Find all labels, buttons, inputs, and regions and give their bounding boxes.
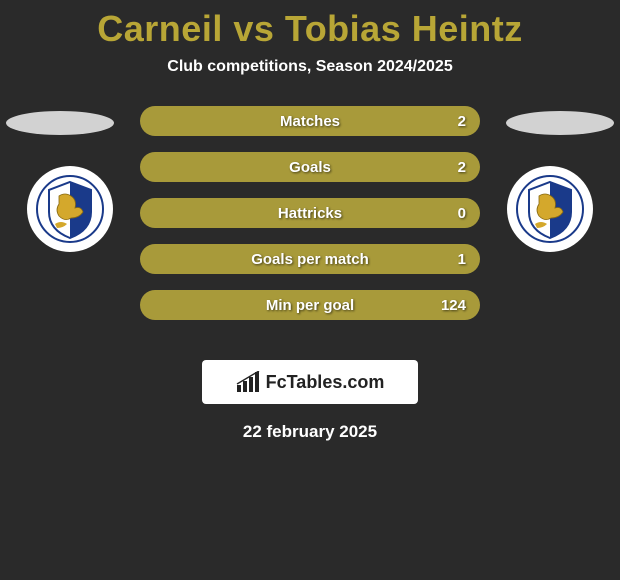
- stat-label: Hattricks: [278, 205, 342, 222]
- stat-row: Goals per match 1: [140, 244, 480, 274]
- bars-icon: [236, 371, 262, 393]
- stat-value-right: 1: [458, 251, 466, 268]
- stat-row: Hattricks 0: [140, 198, 480, 228]
- date-text: 22 february 2025: [0, 422, 620, 442]
- stat-row: Matches 2: [140, 106, 480, 136]
- player-left-ellipse: [6, 111, 114, 135]
- stat-row: Min per goal 124: [140, 290, 480, 320]
- club-logo-right: [507, 166, 593, 252]
- stat-bars: Matches 2 Goals 2 Hattricks 0 Goals per …: [140, 106, 480, 336]
- stat-value-right: 2: [458, 113, 466, 130]
- subtitle: Club competitions, Season 2024/2025: [0, 58, 620, 76]
- stat-row: Goals 2: [140, 152, 480, 182]
- stat-value-right: 0: [458, 205, 466, 222]
- stat-value-right: 124: [441, 297, 466, 314]
- stat-value-right: 2: [458, 159, 466, 176]
- stat-label: Matches: [280, 113, 340, 130]
- page-title: Carneil vs Tobias Heintz: [0, 0, 620, 50]
- stat-label: Min per goal: [266, 297, 354, 314]
- stat-label: Goals per match: [251, 251, 369, 268]
- player-right-ellipse: [506, 111, 614, 135]
- club-logo-left: [27, 166, 113, 252]
- ifk-crest-icon: [515, 174, 585, 244]
- stat-label: Goals: [289, 159, 331, 176]
- branding-badge: FcTables.com: [202, 360, 418, 404]
- ifk-crest-icon: [35, 174, 105, 244]
- comparison-panel: Matches 2 Goals 2 Hattricks 0 Goals per …: [0, 106, 620, 346]
- branding-text: FcTables.com: [266, 372, 385, 393]
